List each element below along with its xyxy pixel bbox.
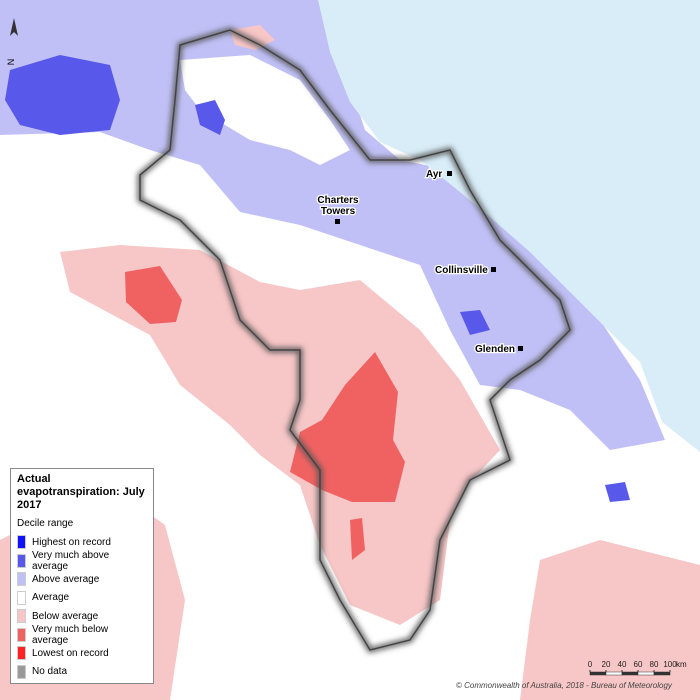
legend-label: Very much above average [31, 549, 110, 572]
legend-label: No data [32, 666, 68, 678]
town-marker [335, 219, 340, 224]
legend-item: Highest on record [17, 533, 147, 552]
above-average-area [0, 0, 665, 450]
legend-swatch [17, 535, 26, 550]
north-label: N [6, 59, 16, 66]
north-arrow: N [6, 18, 18, 65]
scale-segment [637, 671, 655, 676]
legend-swatch [17, 553, 26, 568]
legend-label: Highest on record [32, 536, 111, 548]
legend-swatch [17, 609, 26, 624]
very-much-below-area [350, 518, 365, 560]
legend-swatch [17, 664, 26, 679]
very-much-above-area [5, 55, 120, 135]
scale-segment [621, 671, 639, 676]
legend-item: Average [17, 589, 147, 608]
legend-item: Very much below average [17, 623, 147, 646]
place-label: Ayr [426, 169, 442, 180]
scale-segment [589, 671, 607, 676]
town-marker [518, 346, 523, 351]
legend-items: Highest on record Very much above average… [17, 533, 147, 681]
scale-label: 100 [663, 660, 677, 669]
below-average-area [230, 25, 275, 50]
below-average-area [60, 245, 500, 625]
legend-label: Average [32, 592, 70, 604]
very-much-below-area [125, 266, 182, 324]
legend-swatch [17, 590, 26, 605]
basin-outline [139, 29, 571, 651]
legend-item: Lowest on record [17, 644, 147, 663]
town-marker [491, 267, 496, 272]
very-much-above-area [460, 310, 490, 335]
legend-item: Above average [17, 570, 147, 589]
scale-label: 60 [634, 660, 643, 669]
scale-label: 0 [588, 660, 593, 669]
sea [318, 0, 700, 452]
place-label: Collinsville [435, 265, 488, 276]
legend-item: Below average [17, 607, 147, 626]
legend: Actual evapotranspiration: July 2017 Dec… [10, 468, 154, 684]
scale-segment [653, 671, 671, 676]
very-much-above-area [195, 100, 225, 135]
credit: © Commonwealth of Australia, 2018 - Bure… [456, 681, 673, 690]
scale-label: 40 [618, 660, 627, 669]
below-average-area [520, 540, 700, 700]
scale-segment [605, 671, 623, 676]
legend-label: Very much below average [32, 623, 109, 646]
place-label: Glenden [475, 344, 515, 355]
legend-subtitle: Decile range [17, 518, 74, 529]
place-label: Towers [321, 206, 356, 217]
place-label: Charters [317, 195, 359, 206]
legend-item: No data [17, 663, 147, 682]
average-area [140, 170, 440, 320]
legend-title: Actual evapotranspiration: July 2017 [17, 473, 145, 511]
legend-item: Very much above average [17, 549, 147, 572]
legend-swatch [17, 572, 26, 587]
very-much-above-area [605, 482, 630, 502]
legend-swatch [17, 627, 26, 642]
town-marker [447, 171, 452, 176]
average-area [180, 55, 350, 165]
scale-label: 80 [650, 660, 659, 669]
scale-bar: 0 20 40 60 80 100 km [588, 660, 687, 676]
legend-label: Above average [32, 573, 100, 585]
scale-unit: km [676, 660, 687, 669]
legend-label: Lowest on record [32, 647, 109, 659]
legend-label: Below average [32, 610, 99, 622]
legend-swatch [17, 646, 26, 661]
scale-label: 20 [602, 660, 611, 669]
